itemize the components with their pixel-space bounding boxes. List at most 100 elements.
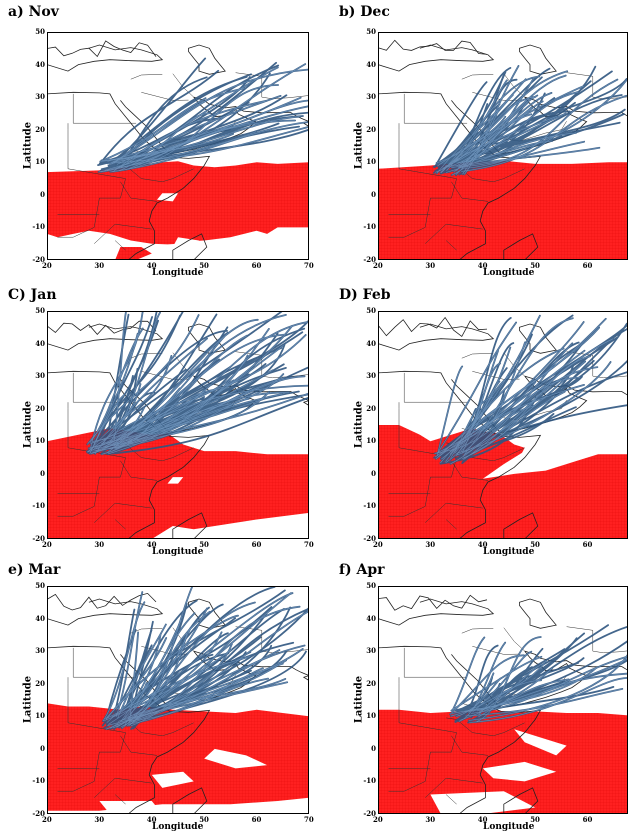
lat-tick-label: 10 xyxy=(35,436,45,446)
lat-tick-label: -10 xyxy=(363,776,376,786)
lat-tick-label: 40 xyxy=(366,338,376,348)
lat-tick-label: 50 xyxy=(35,306,45,315)
trajectory-line xyxy=(433,67,551,174)
lon-tick-label: 30 xyxy=(94,815,105,824)
lat-tick-label: 30 xyxy=(35,371,45,381)
lat-tick-label: 30 xyxy=(35,92,45,102)
trajectory-highlights xyxy=(435,65,628,176)
lat-tick-label: 20 xyxy=(366,403,376,413)
lon-tick-label: 30 xyxy=(94,261,105,270)
lon-tick-label: 60 xyxy=(251,540,262,549)
lat-tick-label: -20 xyxy=(32,809,45,818)
lon-tick-label: 60 xyxy=(251,261,262,270)
lat-tick-label: -10 xyxy=(363,222,376,232)
x-axis-label: Longitude xyxy=(483,268,535,278)
trajectory-line xyxy=(115,617,237,725)
trajectory-line xyxy=(106,396,309,455)
lat-tick-label: -20 xyxy=(363,534,376,543)
rainfall-mask xyxy=(378,160,628,260)
europe-coast xyxy=(47,592,157,611)
trajectory-line xyxy=(105,313,130,446)
lat-tick-label: 0 xyxy=(40,743,45,753)
trajectory-highlights xyxy=(86,311,309,455)
lat-tick-label: -10 xyxy=(32,222,45,232)
lat-tick-label: 30 xyxy=(366,92,376,102)
lon-tick-label: 60 xyxy=(251,815,262,824)
trajectory-line xyxy=(478,686,615,712)
lon-tick-label: 20 xyxy=(373,540,383,549)
rainfall-mask xyxy=(47,428,309,539)
trajectory-line xyxy=(88,330,228,451)
trajectory-map xyxy=(378,586,628,814)
lat-tick-label: 50 xyxy=(366,306,376,315)
x-axis-label: Longitude xyxy=(483,547,535,557)
lon-tick-label: 40 xyxy=(146,540,157,549)
map-frame xyxy=(47,586,309,814)
panel-title: b) Dec xyxy=(339,4,390,20)
lat-tick-label: 30 xyxy=(366,371,376,381)
lon-tick-label: 30 xyxy=(94,540,105,549)
lon-tick-label: 30 xyxy=(425,261,436,270)
lat-tick-label: 10 xyxy=(35,157,45,167)
lat-tick-label: 50 xyxy=(35,27,45,36)
map-frame xyxy=(47,311,309,539)
trajectory-line xyxy=(462,113,625,170)
lon-tick-label: 50 xyxy=(530,261,540,270)
trajectory-line xyxy=(434,121,621,172)
lat-tick-label: 50 xyxy=(366,27,376,36)
lon-tick-label: 30 xyxy=(425,540,436,549)
x-axis-label: Longitude xyxy=(152,547,204,557)
europe-coast xyxy=(378,594,488,611)
lat-tick-label: 40 xyxy=(366,59,376,69)
trajectory-highlights xyxy=(449,636,628,723)
rainfall-mask xyxy=(47,161,309,260)
lat-tick-label: 10 xyxy=(366,157,376,167)
lat-tick-label: -20 xyxy=(32,534,45,543)
coastline xyxy=(47,592,309,814)
lat-tick-label: 40 xyxy=(35,338,45,348)
trajectory-line xyxy=(117,653,214,719)
trajectory-line xyxy=(454,337,618,457)
panel-title: e) Mar xyxy=(8,562,61,578)
lon-tick-label: 70 xyxy=(304,815,314,824)
panel-title: C) Jan xyxy=(8,287,57,303)
lon-tick-label: 30 xyxy=(425,815,436,824)
lon-tick-label: 50 xyxy=(199,540,209,549)
lon-tick-label: 40 xyxy=(146,815,157,824)
lat-tick-label: 10 xyxy=(366,436,376,446)
lat-tick-label: 20 xyxy=(35,124,45,134)
trajectory-line xyxy=(101,69,220,162)
trajectory-line xyxy=(108,76,248,165)
lat-tick-label: -20 xyxy=(363,255,376,264)
trajectory-map xyxy=(47,311,309,539)
trajectory-map xyxy=(378,32,628,260)
lon-tick-label: 70 xyxy=(304,540,314,549)
rainfall-mask xyxy=(47,703,309,814)
lat-tick-label: -10 xyxy=(32,776,45,786)
lat-tick-label: 20 xyxy=(366,124,376,134)
lon-tick-label: 20 xyxy=(373,261,383,270)
lon-tick-label: 50 xyxy=(530,540,540,549)
trajectory-line xyxy=(433,81,488,168)
lon-tick-label: 60 xyxy=(582,261,593,270)
lon-tick-label: 40 xyxy=(477,540,488,549)
trajectory-line xyxy=(456,644,499,721)
trajectory-map xyxy=(47,586,309,814)
lon-tick-label: 60 xyxy=(582,540,593,549)
trajectory-map xyxy=(47,32,309,260)
europe-coast xyxy=(378,316,488,338)
lon-tick-label: 20 xyxy=(42,540,52,549)
lat-tick-label: -20 xyxy=(363,809,376,818)
lat-tick-label: 40 xyxy=(366,613,376,623)
trajectory-line xyxy=(112,608,136,719)
lat-tick-label: 20 xyxy=(366,678,376,688)
lat-tick-label: 50 xyxy=(366,581,376,590)
lat-tick-label: 50 xyxy=(35,581,45,590)
trajectory-line xyxy=(473,658,628,716)
lat-tick-label: 30 xyxy=(366,646,376,656)
trajectory-line xyxy=(111,603,224,726)
panel-title: D) Feb xyxy=(339,287,391,303)
europe-coast xyxy=(47,40,157,58)
lat-tick-label: 20 xyxy=(35,403,45,413)
lon-tick-label: 20 xyxy=(42,815,52,824)
